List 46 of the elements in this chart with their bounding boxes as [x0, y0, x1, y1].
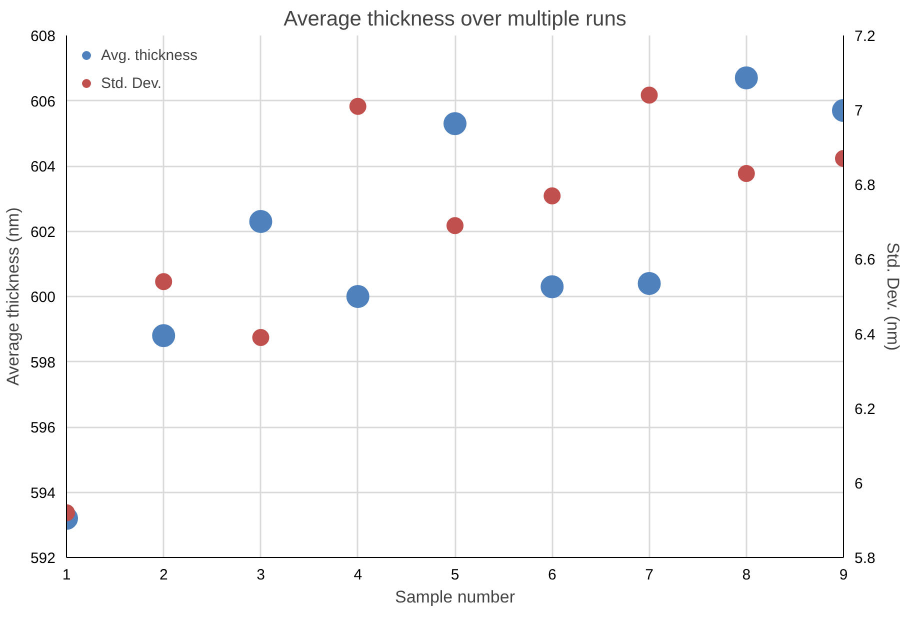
y2-tick-label: 6.2	[854, 400, 876, 418]
y-tick-label: 596	[30, 420, 56, 436]
y-tick-label: 600	[30, 289, 56, 306]
legend-label: Std. Dev.	[101, 74, 162, 92]
point	[446, 217, 464, 234]
point	[540, 275, 564, 298]
y-tick-label: 608	[30, 28, 56, 45]
point	[444, 112, 466, 136]
point	[249, 210, 272, 233]
chart-title: Average thickness over multiple runs	[284, 8, 626, 30]
x-tick-label: 2	[159, 566, 168, 584]
legend-label: Avg. thickness	[101, 46, 198, 64]
point	[544, 187, 561, 204]
point	[252, 329, 270, 346]
x-tick-label: 1	[62, 566, 71, 584]
y2-tick-label: 6.4	[854, 326, 876, 344]
y2-tick-label: 7	[854, 102, 863, 120]
y-tick-label: 606	[30, 93, 56, 110]
x-tick-label: 5	[450, 566, 460, 584]
y-axis-title: Average thickness (nm)	[3, 207, 22, 386]
y-tick-label: 594	[30, 484, 56, 502]
x-axis-title: Sample number	[395, 588, 516, 606]
y2-tick-label: 6	[854, 475, 863, 492]
y-tick-label: 604	[30, 158, 56, 176]
point	[155, 273, 172, 290]
x-tick-label: 7	[645, 566, 654, 584]
x-tick-label: 6	[548, 566, 556, 584]
y-tick-label: 598	[30, 354, 56, 372]
x-tick-label: 9	[839, 566, 848, 584]
point	[638, 272, 661, 295]
point	[349, 98, 366, 115]
y2-tick-label: 5.8	[854, 550, 876, 567]
x-tick-label: 8	[742, 566, 751, 584]
y2-tick-label: 6.6	[854, 252, 876, 269]
x-tick-label: 3	[256, 566, 265, 584]
x-tick-label: 4	[354, 566, 362, 584]
y2-tick-label: 7.2	[854, 28, 876, 45]
y-tick-label: 602	[30, 224, 56, 241]
point	[640, 86, 658, 104]
y2-axis-title: Std. Dev. (nm)	[883, 242, 902, 351]
point	[738, 164, 755, 182]
point	[734, 66, 758, 90]
point	[152, 324, 176, 348]
y2-tick-label: 6.8	[854, 177, 876, 194]
y-tick-label: 592	[30, 550, 56, 567]
point	[346, 285, 370, 308]
